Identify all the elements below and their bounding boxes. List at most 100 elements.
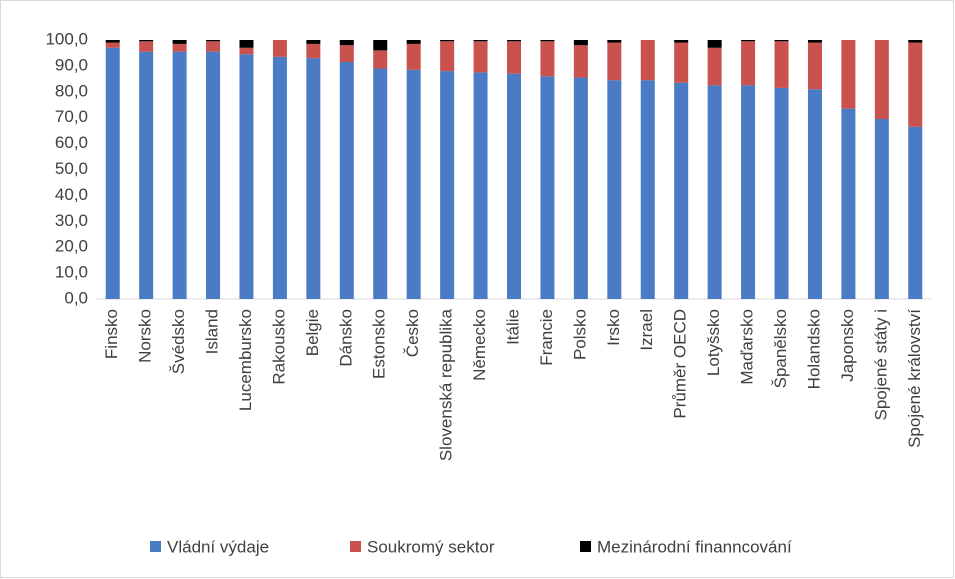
x-tick-label: Polsko [570,309,589,360]
bar-segment [105,42,120,48]
bar-segment [440,40,455,42]
legend-label: Soukromý sektor [367,537,495,556]
x-tick-label: Německo [470,309,489,381]
bar-segment [707,85,722,299]
x-tick-label: Spojené království [905,309,924,448]
bar-segment [841,40,856,109]
bar-segment [373,68,388,300]
bar-segment [741,41,756,86]
x-tick-label: Irsko [604,309,623,346]
bar-segment [707,40,722,48]
bar-segment [473,40,488,42]
bar-segment [874,118,889,300]
x-tick-label: Itálie [503,309,522,345]
bar-segment [239,54,254,300]
bar-segment [172,40,187,44]
bar-segment [206,51,221,299]
bar-segment [573,40,588,46]
x-tick-label: Norsko [136,309,155,363]
bar-segment [674,42,689,83]
bar-segment [239,40,254,48]
bar-segment [507,41,521,74]
y-tick-label: 0,0 [64,288,88,307]
bar-segment [306,43,321,59]
bar-segment [473,72,488,299]
bar-segment [105,47,120,299]
legend-label: Mezinárodní finanncování [597,537,792,556]
bar-segment [607,42,622,81]
x-tick-label: Maďarsko [738,309,757,385]
x-tick-label: Lucembursko [236,309,255,411]
bar-segment [139,51,154,299]
x-tick-label: Česko [403,309,422,357]
bar-segment [674,40,689,43]
y-tick-label: 10,0 [55,263,88,282]
bar-segment [339,62,354,299]
bar-segment [339,40,354,46]
bar-segment [874,40,889,119]
bar-segment [206,41,221,52]
bar-segment [406,43,421,70]
bar-segment [306,58,321,299]
bar-segment [139,40,154,42]
bar-segment [640,80,655,300]
x-tick-label: Belgie [303,309,322,356]
bar-segment [139,41,154,52]
bar-segment [206,40,221,42]
bar-segment [607,80,622,300]
bar-segment [339,45,354,63]
x-tick-label: Izrael [637,309,656,351]
legend-label: Vládní výdaje [167,537,269,556]
bar-segment [741,40,756,42]
y-tick-label: 40,0 [55,185,88,204]
bar-segment [607,40,622,43]
y-tick-label: 100,0 [45,29,88,48]
bar-segment [373,40,388,51]
x-tick-label: Finsko [102,309,121,359]
bar-segment [406,40,421,44]
bar-segment [473,41,488,73]
x-tick-label: Spojené státy i [871,309,890,421]
bar-segment [741,85,756,299]
bar-segment [540,76,555,299]
bar-segment [774,40,789,42]
x-tick-label: Průměr OECD [671,309,690,419]
x-tick-label: Švédsko [169,309,188,374]
bar-segment [507,40,521,42]
bar-segment [272,56,287,300]
bar-segment [440,41,455,72]
x-tick-label: Francie [537,309,556,366]
bar-segment [573,45,588,78]
bar-segment [440,71,455,299]
y-tick-label: 90,0 [55,55,88,74]
bar-segment [172,43,187,52]
y-tick-label: 60,0 [55,133,88,152]
x-tick-label: Slovenská republika [437,308,456,461]
bar-segment [105,40,120,43]
y-tick-label: 70,0 [55,107,88,126]
bar-segment [674,82,689,299]
bar-segment [908,126,923,299]
bar-segment [841,108,856,299]
bar-segment [807,42,822,90]
bar-segment [272,40,287,57]
bar-segment [807,89,822,300]
bar-segment [373,50,388,69]
bar-segment [507,73,521,299]
bar-segment [807,40,822,43]
bar-segment [774,87,789,299]
bar-segment [239,47,254,55]
x-tick-label: Estonsko [370,309,389,379]
legend-swatch [580,541,591,552]
y-tick-label: 80,0 [55,81,88,100]
bar-segment [406,69,421,299]
bar-segment [908,42,923,127]
bar-segment [540,40,555,42]
legend-swatch [350,541,361,552]
bar-segment [306,40,321,44]
y-tick-label: 20,0 [55,237,88,256]
bar-segment [640,40,655,81]
bar-segment [707,47,722,86]
x-tick-label: Dánsko [336,309,355,367]
